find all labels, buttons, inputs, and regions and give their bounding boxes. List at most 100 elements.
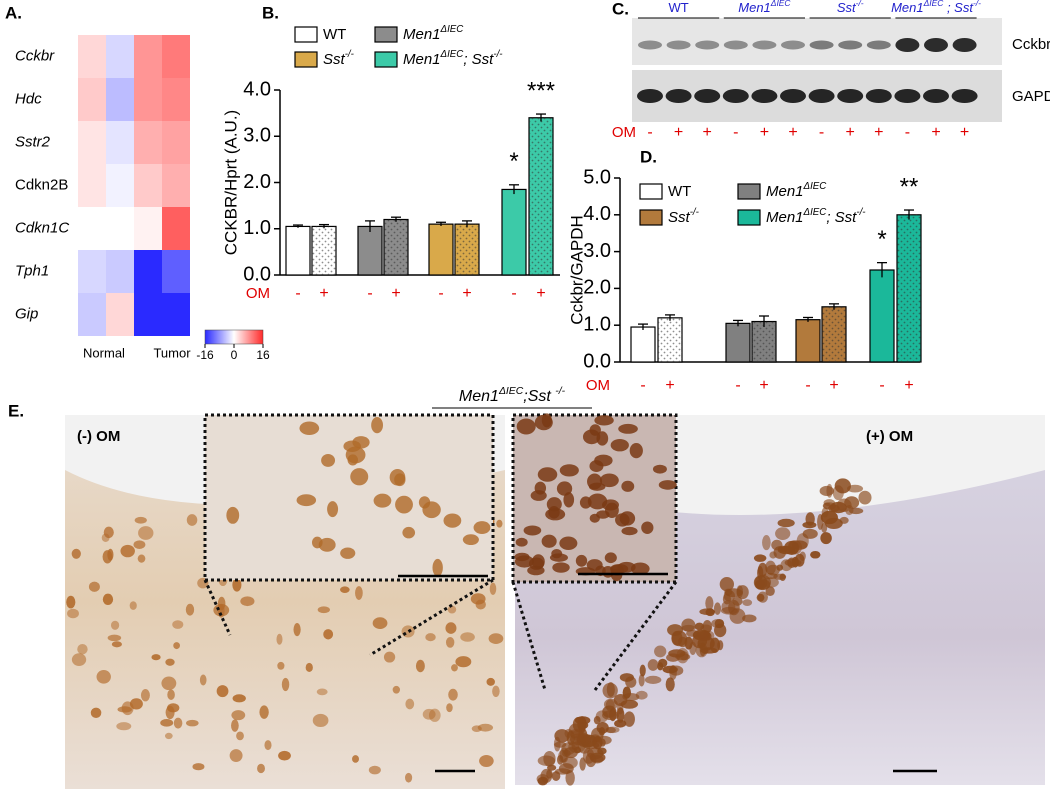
treatment-label: OM [612, 124, 636, 141]
stain [662, 665, 678, 674]
stain [281, 677, 290, 692]
stain [559, 464, 579, 477]
lane-label: - [647, 124, 652, 141]
stain [264, 740, 272, 751]
stain [775, 527, 791, 540]
blot-band [666, 40, 691, 50]
heatmap-cell [78, 35, 106, 78]
stain [226, 506, 240, 524]
group-label: Men1ΔIEC [738, 0, 791, 15]
band-label: GAPDH [1012, 88, 1050, 105]
row-label: Cdkn1C [15, 219, 69, 236]
x-tick-label: - [735, 377, 740, 394]
lane-label: + [760, 124, 769, 141]
stain [658, 480, 677, 490]
bar-pattern [312, 226, 336, 275]
stain [622, 686, 632, 699]
stain [488, 633, 504, 644]
legend-label: Men1ΔIEC; Sst-/- [403, 49, 503, 68]
heatmap-cell [162, 78, 190, 121]
stain [575, 554, 588, 567]
bar [285, 225, 311, 276]
y-axis-label: CCKBR/Hprt (A.U.) [221, 110, 240, 255]
x-group-label: OM [586, 377, 610, 394]
legend-swatch [294, 51, 318, 68]
stain [462, 534, 479, 546]
stain [90, 707, 102, 719]
bar-pattern [897, 214, 921, 362]
stain [340, 586, 350, 593]
stain [794, 553, 805, 567]
heatmap-cell [78, 164, 106, 207]
stain [824, 517, 843, 529]
stain [111, 641, 122, 648]
stain [574, 716, 591, 725]
x-tick-label: - [640, 377, 645, 394]
stain [754, 574, 771, 590]
stain [588, 482, 606, 491]
heatmap-cell [78, 293, 106, 336]
panel-condition-label: (+) OM [866, 428, 913, 445]
stain [368, 765, 381, 775]
legend-swatch [737, 183, 761, 200]
stain [551, 771, 561, 781]
blot-band [865, 89, 892, 103]
stain [719, 577, 734, 592]
y-tick-label: 5.0 [583, 166, 611, 188]
bar-pattern [822, 306, 846, 362]
stain [756, 593, 765, 602]
stain [823, 499, 836, 507]
heatmap-cell [78, 121, 106, 164]
x-tick-label: + [829, 377, 838, 394]
legend-label: Sst-/- [668, 207, 700, 226]
blot-band [781, 40, 805, 50]
connector [593, 581, 678, 691]
blot-band [751, 89, 778, 103]
stain [819, 485, 835, 497]
stain [537, 467, 558, 482]
stain [477, 723, 494, 732]
stain [596, 722, 609, 734]
x-tick-label: + [319, 285, 328, 302]
stain [724, 588, 743, 598]
blot-band [809, 40, 834, 50]
stain [665, 677, 675, 692]
legend-label: Men1ΔIEC; Sst-/- [766, 207, 866, 226]
stain [120, 544, 135, 558]
stain [582, 429, 601, 445]
heatmap-cell [134, 78, 162, 121]
bar [725, 322, 751, 363]
legend-swatch [374, 26, 398, 43]
panel-label: C. [612, 0, 629, 18]
panel-label: D. [640, 147, 657, 166]
stain [372, 617, 388, 630]
stain [373, 493, 392, 508]
stain [394, 473, 406, 487]
stain [231, 710, 246, 721]
y-tick-label: 4.0 [243, 78, 271, 100]
stain [134, 516, 147, 524]
stain [110, 620, 120, 630]
x-tick-label: - [805, 377, 810, 394]
stain [164, 732, 173, 740]
stain [594, 454, 613, 467]
stain [232, 694, 246, 703]
stain [305, 662, 313, 673]
blot-band [866, 40, 891, 50]
stain [681, 624, 696, 632]
lane-label: - [905, 124, 910, 141]
stain [77, 644, 88, 655]
stain [596, 735, 612, 745]
bar [428, 223, 454, 276]
blot-band [695, 40, 720, 50]
stain [528, 557, 545, 570]
band-label: Cckbr [1012, 36, 1050, 53]
stain [858, 490, 872, 505]
bar-pattern [658, 317, 682, 362]
stain [621, 526, 638, 536]
blot-band [951, 89, 978, 103]
legend-swatch [639, 183, 663, 200]
stain [623, 711, 635, 727]
lane-label: + [960, 124, 969, 141]
heatmap-cell [106, 207, 134, 250]
